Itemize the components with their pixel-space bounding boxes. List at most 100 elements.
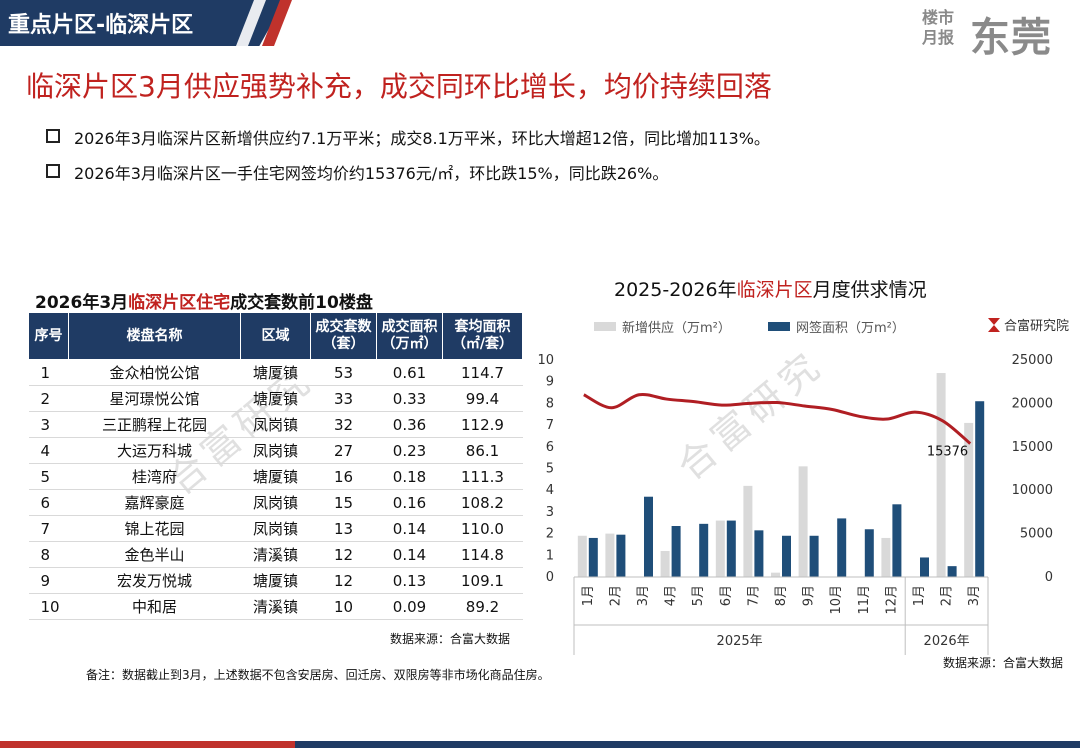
section-banner — [0, 0, 285, 46]
legend-swatch-signed — [768, 322, 790, 331]
table-cell: 7 — [28, 515, 69, 542]
table-cell: 13 — [310, 515, 377, 542]
table-row: 5 桂湾府 塘厦镇 16 0.18 111.3 — [28, 463, 523, 490]
y-left-tick-label: 9 — [546, 375, 554, 390]
x-tick-label: 5月 — [691, 585, 706, 606]
table-cell: 0.09 — [376, 593, 443, 620]
table-header-cell: 套均面积 （㎡/套） — [442, 312, 523, 360]
bar-signed — [754, 530, 764, 577]
table-row: 4 大运万科城 凤岗镇 27 0.23 86.1 — [28, 437, 523, 464]
table-cell: 8 — [28, 541, 69, 568]
table-cell: 凤岗镇 — [240, 411, 311, 438]
bar-supply — [743, 485, 753, 577]
bullet-text: 2026年3月临深片区新增供应约7.1万平米；成交8.1万平米，环比大增超12倍… — [74, 129, 770, 148]
table-row: 9 宏发万悦城 塘厦镇 12 0.13 109.1 — [28, 567, 523, 594]
section-title: 重点片区-临深片区 — [8, 13, 194, 38]
table-cell: 0.36 — [376, 411, 443, 438]
bar-signed — [837, 518, 847, 577]
x-tick-label: 1月 — [912, 585, 927, 606]
table-cell: 12 — [310, 541, 377, 568]
table-header-line: 区域 — [261, 327, 290, 344]
table-header-cell: 成交套数 （套） — [310, 312, 377, 360]
x-tick-label: 9月 — [802, 585, 817, 606]
x-tick-label: 1月 — [581, 585, 596, 606]
supply-demand-chart: 新增供应（万m²） 网签面积（万m²） 合富研究院 0 1 2 3 4 5 6 7 8 9 10 0 5000… — [537, 318, 1069, 670]
table-cell: 53 — [310, 359, 377, 386]
table-header-line: （套） — [322, 336, 365, 352]
table-cell: 嘉辉豪庭 — [68, 489, 241, 516]
bullet-square-icon — [46, 164, 60, 178]
table-header-cell: 楼盘名称 — [68, 312, 241, 360]
table-cell: 3 — [28, 411, 69, 438]
bar-supply — [660, 550, 670, 577]
table-cell: 114.8 — [442, 541, 523, 568]
table-cell: 110.0 — [442, 515, 523, 542]
bar-signed — [947, 566, 957, 577]
table-cell: 5 — [28, 463, 69, 490]
table-cell: 86.1 — [442, 437, 523, 464]
chart-title-suffix: 月度供求情况 — [812, 279, 927, 301]
y-right-tick-label: 10000 — [1012, 483, 1053, 498]
chart-title: 2025-2026年临深片区月度供求情况 — [614, 275, 927, 302]
x-group-label: 2026年 — [924, 634, 970, 649]
brand-small: 楼市 月报 — [922, 8, 954, 48]
table-cell: 6 — [28, 489, 69, 516]
table-header-cell: 成交面积 （万㎡） — [376, 312, 443, 360]
table-cell: 99.4 — [442, 385, 523, 412]
table-title-highlight: 临深片区住宅 — [128, 293, 231, 313]
bar-supply — [798, 466, 808, 577]
table-cell: 清溪镇 — [240, 541, 311, 568]
bar-supply — [715, 520, 725, 577]
y-right-tick-label: 5000 — [1020, 527, 1053, 542]
table-cell: 27 — [310, 437, 377, 464]
table-cell: 112.9 — [442, 411, 523, 438]
bar-supply — [964, 422, 974, 577]
table-cell: 锦上花园 — [68, 515, 241, 542]
table-header-line: （万㎡） — [381, 336, 438, 352]
y-left-tick-label: 10 — [537, 353, 554, 368]
y-left-tick-label: 2 — [546, 527, 554, 542]
y-left-tick-label: 4 — [546, 483, 554, 498]
bullet-1: 2026年3月临深片区新增供应约7.1万平米；成交8.1万平米，环比大增超12倍… — [46, 125, 770, 149]
table-cell: 111.3 — [442, 463, 523, 490]
table-header-cell: 区域 — [240, 312, 311, 360]
top10-table: 序号 楼盘名称 区域 成交套数 （套） 成交面积 （万㎡） 套均面积 （㎡/套） 1 金众柏悦公馆… — [28, 312, 523, 620]
table-header-cell: 序号 — [28, 312, 69, 360]
table-header-line: 序号 — [34, 327, 63, 344]
bar-signed — [616, 534, 626, 577]
table-cell: 15 — [310, 489, 377, 516]
x-tick-label: 10月 — [829, 585, 844, 615]
bar-signed — [588, 537, 598, 577]
x-tick-label: 4月 — [664, 585, 679, 606]
table-cell: 114.7 — [442, 359, 523, 386]
x-tick-label: 3月 — [636, 585, 651, 606]
legend-swatch-supply — [594, 322, 616, 331]
table-cell: 宏发万悦城 — [68, 567, 241, 594]
bar-signed — [671, 526, 681, 577]
table-cell: 108.2 — [442, 489, 523, 516]
table-title-suffix: 成交套数前10楼盘 — [230, 293, 373, 313]
table-cell: 0.14 — [376, 541, 443, 568]
y-right-tick-label: 0 — [1045, 570, 1053, 585]
table-cell: 塘厦镇 — [240, 359, 311, 386]
table-cell: 塘厦镇 — [240, 567, 311, 594]
bar-signed — [644, 496, 653, 577]
y-left-tick-label: 5 — [546, 462, 554, 477]
brand-logo-text: 东莞 — [970, 15, 1052, 61]
chart-source: 数据来源：合富大数据 — [943, 655, 1063, 670]
table-cell: 0.23 — [376, 437, 443, 464]
x-tick-label: 8月 — [774, 585, 789, 606]
footnote: 备注：数据截止到3月，上述数据不包含安居房、回迁房、双限房等非市场化商品住房。 — [86, 668, 550, 682]
table-row: 2 星河璟悦公馆 塘厦镇 33 0.33 99.4 — [28, 385, 523, 412]
bar-supply — [881, 537, 891, 577]
table-cell: 0.16 — [376, 489, 443, 516]
bar-signed — [920, 557, 929, 577]
table-cell: 2 — [28, 385, 69, 412]
table-header-line: （㎡/套） — [451, 336, 514, 352]
y-left-tick-label: 0 — [546, 570, 554, 585]
chart-brand-label: 合富研究院 — [1004, 318, 1069, 334]
table-cell: 33 — [310, 385, 377, 412]
bullet-2: 2026年3月临深片区一手住宅网签均价约15376元/㎡，环比跌15%，同比跌2… — [46, 160, 668, 184]
bar-signed — [782, 535, 791, 577]
table-body: 1 金众柏悦公馆 塘厦镇 53 0.61 114.7 2 星河璟悦公馆 塘厦镇 33 0.33 99.… — [28, 359, 523, 620]
